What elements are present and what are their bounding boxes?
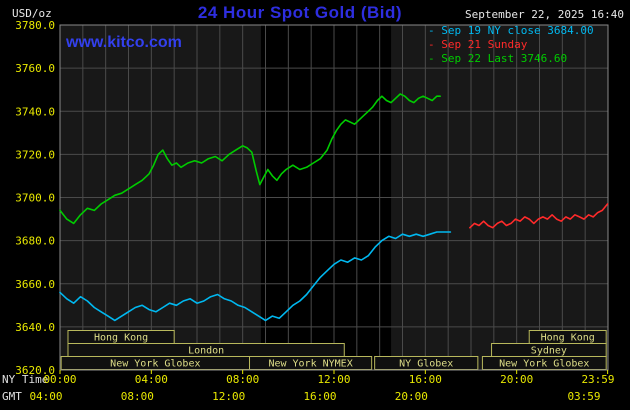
y-tick-label: 3620.0 (15, 364, 55, 377)
x-tick-label-ny: 12:00 (317, 373, 350, 386)
x-tick-label-gmt: 03:59 (567, 390, 600, 403)
series-line-sep-22-last (59, 93, 442, 225)
x-tick-label-gmt: 16:00 (303, 390, 336, 403)
x-tick-label-gmt: 04:00 (29, 390, 62, 403)
page-title: 24 Hour Spot Gold (Bid) (197, 3, 403, 22)
session-label: New York Globex (110, 359, 200, 370)
x-tick-label-ny: 00:00 (43, 373, 76, 386)
unit-label: USD/oz (12, 7, 52, 20)
x-axis-name-gmt: GMT (2, 390, 22, 403)
y-tick-label: 3720.0 (15, 148, 55, 161)
x-axis-name-ny: NY Time (2, 373, 48, 386)
y-tick-label: 3740.0 (15, 105, 55, 118)
session-label: Hong Kong (94, 333, 148, 344)
session-label: New York NYMEX (268, 359, 352, 370)
session-label: London (188, 346, 224, 357)
x-tick-label-ny: 20:00 (500, 373, 533, 386)
session-label: New York Globex (499, 359, 589, 370)
session-label: Hong Kong (541, 333, 595, 344)
y-tick-label: 3640.0 (15, 321, 55, 334)
y-tick-label: 3700.0 (15, 192, 55, 205)
y-tick-label: 3660.0 (15, 278, 55, 291)
x-tick-label-ny: 23:59 (581, 373, 614, 386)
legend-item-sep19: - Sep 19 NY close 3684.00 (428, 24, 594, 37)
series-line-sep-19-ny-close (59, 231, 452, 322)
y-tick-label: 3760.0 (15, 62, 55, 75)
session-label: Sydney (531, 346, 567, 357)
x-tick-label-gmt: 20:00 (395, 390, 428, 403)
legend: - Sep 19 NY close 3684.00 - Sep 21 Sunda… (428, 24, 624, 66)
x-tick-label-gmt: 08:00 (121, 390, 154, 403)
y-tick-label: 3780.0 (15, 19, 55, 32)
x-tick-label-ny: 08:00 (226, 373, 259, 386)
session-label: NY Globex (399, 359, 453, 370)
legend-item-sep21: - Sep 21 Sunday (428, 38, 528, 51)
chart-datetime: September 22, 2025 16:40 (465, 8, 624, 21)
kitco-watermark-link[interactable]: www.kitco.com (66, 34, 182, 51)
series-line-sep-21-sunday (469, 203, 609, 229)
x-tick-label-ny: 16:00 (409, 373, 442, 386)
x-tick-label-ny: 04:00 (135, 373, 168, 386)
legend-item-sep22: - Sep 22 Last 3746.60 (428, 52, 568, 65)
x-tick-label-gmt: 12:00 (212, 390, 245, 403)
y-tick-label: 3680.0 (15, 235, 55, 248)
